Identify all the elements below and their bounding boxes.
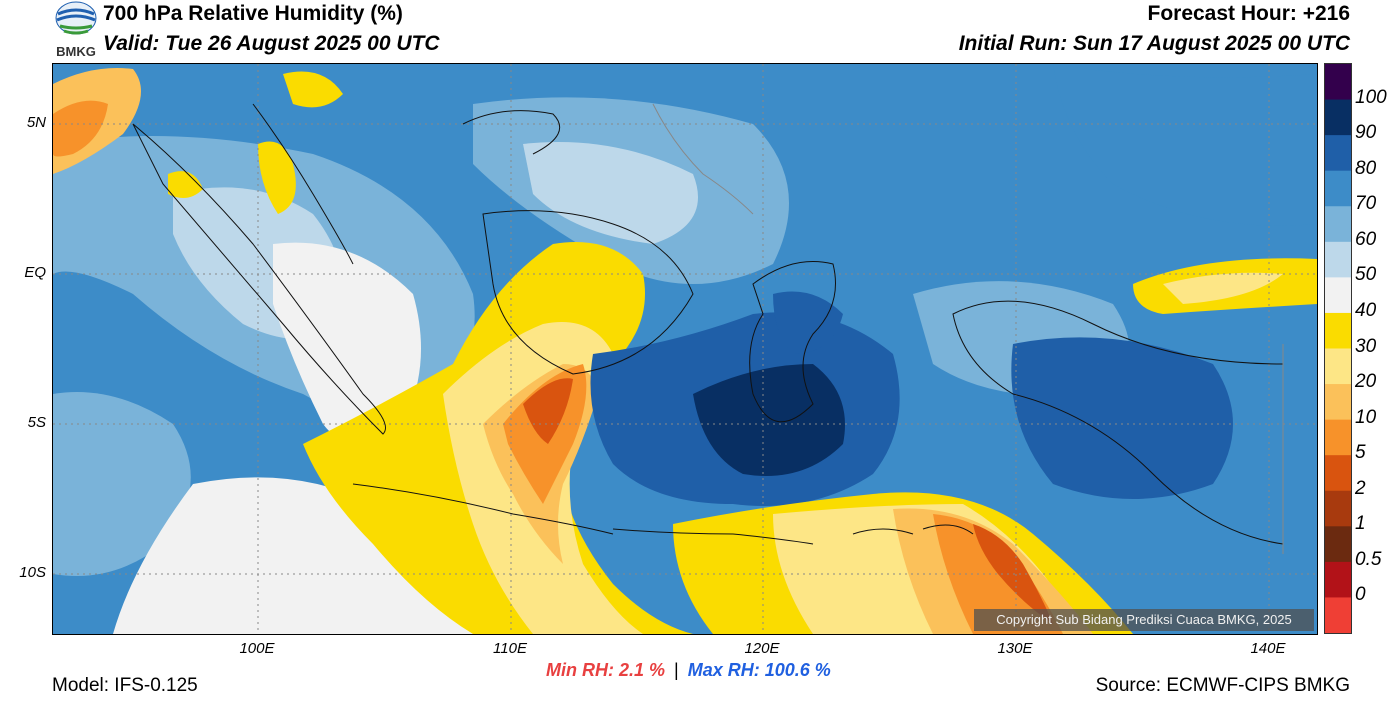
lon-label-130e: 130E [997,640,1033,657]
colorbar-label: 20 [1355,371,1377,393]
copyright-notice: Copyright Sub Bidang Prediksi Cuaca BMKG… [974,609,1314,631]
lon-label-110e: 110E [493,640,527,657]
humidity-map [52,63,1318,635]
valid-time: Valid: Tue 26 August 2025 00 UTC [103,32,440,55]
colorbar-swatch [1325,170,1351,207]
colorbar-swatch [1325,241,1351,278]
colorbar-swatch [1325,312,1351,349]
source-info: Source: ECMWF-CIPS BMKG [1095,675,1350,696]
colorbar-label: 2 [1355,477,1366,499]
colorbar-swatch [1325,135,1351,172]
colorbar-swatches [1325,64,1351,634]
colorbar-swatch [1325,206,1351,243]
colorbar-swatch [1325,384,1351,421]
colorbar [1324,63,1352,634]
rh-stats: Min RH: 2.1 % | Max RH: 100.6 % [546,660,831,681]
logo-text: BMKG [56,44,96,59]
colorbar-label: 10 [1355,406,1377,428]
lat-label-5n: 5N [26,114,46,131]
colorbar-label: 1 [1355,513,1366,535]
colorbar-label: 50 [1355,264,1377,286]
colorbar-label: 80 [1355,157,1377,179]
model-info: Model: IFS-0.125 [52,675,198,696]
colorbar-swatch [1325,561,1351,598]
colorbar-label: 5 [1355,442,1366,464]
min-rh: Min RH: 2.1 % [546,660,666,680]
lon-label-100e: 100E [239,640,275,657]
colorbar-swatch [1325,490,1351,527]
colorbar-swatch [1325,597,1351,634]
lon-label-120e: 120E [744,640,780,657]
lat-label-eq: EQ [24,264,46,281]
colorbar-label: 60 [1355,228,1377,250]
colorbar-label: 90 [1355,122,1377,144]
colorbar-swatch [1325,348,1351,385]
bmkg-logo-icon [52,0,100,60]
stats-separator: | [674,660,679,680]
lat-label-10s: 10S [19,564,46,581]
colorbar-swatch [1325,526,1351,563]
colorbar-label: 40 [1355,299,1377,321]
initial-run: Initial Run: Sun 17 August 2025 00 UTC [958,32,1350,55]
colorbar-swatch [1325,99,1351,136]
colorbar-swatch [1325,419,1351,456]
colorbar-label: 100 [1355,86,1387,108]
colorbar-label: 0.5 [1355,548,1382,570]
colorbar-label: 70 [1355,193,1377,215]
forecast-hour: Forecast Hour: +216 [1147,2,1351,25]
colorbar-swatch [1325,277,1351,314]
colorbar-label: 30 [1355,335,1377,357]
colorbar-swatch [1325,64,1351,101]
max-rh: Max RH: 100.6 % [687,660,831,680]
humidity-field [53,64,1317,634]
colorbar-swatch [1325,455,1351,492]
lat-label-5s: 5S [27,414,46,431]
colorbar-label: 0 [1355,584,1366,606]
map-title: 700 hPa Relative Humidity (%) [103,2,403,25]
lon-label-140e: 140E [1250,640,1286,657]
